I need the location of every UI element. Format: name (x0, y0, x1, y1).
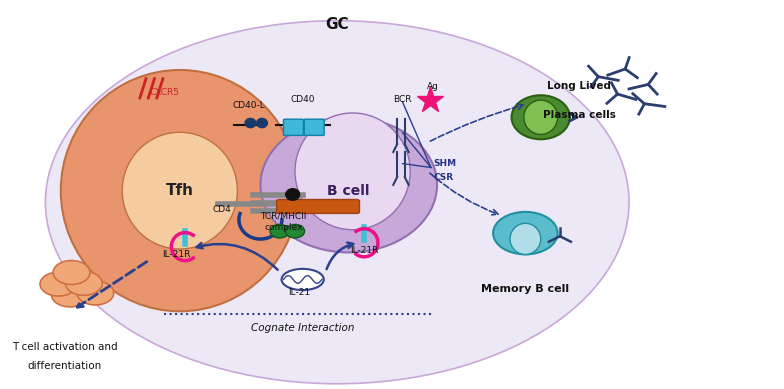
Text: differentiation: differentiation (27, 361, 102, 371)
Text: CD40: CD40 (290, 95, 315, 104)
FancyBboxPatch shape (304, 119, 324, 135)
Ellipse shape (510, 223, 541, 254)
Ellipse shape (45, 21, 629, 384)
Ellipse shape (77, 281, 114, 305)
Text: CXCR5: CXCR5 (150, 88, 180, 96)
Text: IL-21R: IL-21R (350, 246, 379, 255)
Text: TCR/MHCII: TCR/MHCII (260, 211, 307, 220)
Ellipse shape (61, 70, 299, 311)
Text: CD4: CD4 (212, 205, 231, 214)
Text: T cell activation and: T cell activation and (12, 342, 118, 352)
Ellipse shape (493, 212, 557, 254)
Text: Memory B cell: Memory B cell (481, 284, 569, 294)
Ellipse shape (286, 189, 299, 200)
Text: Tfh: Tfh (165, 183, 194, 198)
Ellipse shape (122, 132, 238, 249)
Text: CSR: CSR (434, 173, 453, 182)
Ellipse shape (270, 224, 289, 238)
FancyBboxPatch shape (277, 200, 360, 214)
Ellipse shape (511, 95, 570, 139)
Text: Ag: Ag (427, 82, 439, 91)
Ellipse shape (295, 113, 410, 230)
FancyBboxPatch shape (284, 119, 303, 135)
Text: B cell: B cell (328, 184, 370, 198)
Text: CD40-L: CD40-L (233, 101, 265, 110)
Ellipse shape (260, 117, 437, 252)
Ellipse shape (524, 100, 557, 134)
Text: complex: complex (264, 223, 303, 232)
Ellipse shape (52, 283, 89, 307)
Text: Long Lived: Long Lived (547, 81, 611, 91)
Ellipse shape (256, 118, 267, 128)
Ellipse shape (40, 272, 77, 296)
Ellipse shape (245, 118, 256, 128)
Text: IL-21: IL-21 (288, 289, 310, 298)
Ellipse shape (285, 224, 305, 238)
Text: GC: GC (325, 17, 349, 32)
Text: Plasma cells: Plasma cells (543, 110, 615, 120)
Text: IL-21R: IL-21R (162, 250, 191, 259)
Ellipse shape (53, 261, 90, 284)
Text: BCR: BCR (394, 95, 412, 104)
Text: Cognate Interaction: Cognate Interaction (251, 323, 354, 333)
Ellipse shape (281, 269, 324, 290)
Ellipse shape (65, 272, 102, 295)
Text: SHM: SHM (434, 159, 456, 168)
